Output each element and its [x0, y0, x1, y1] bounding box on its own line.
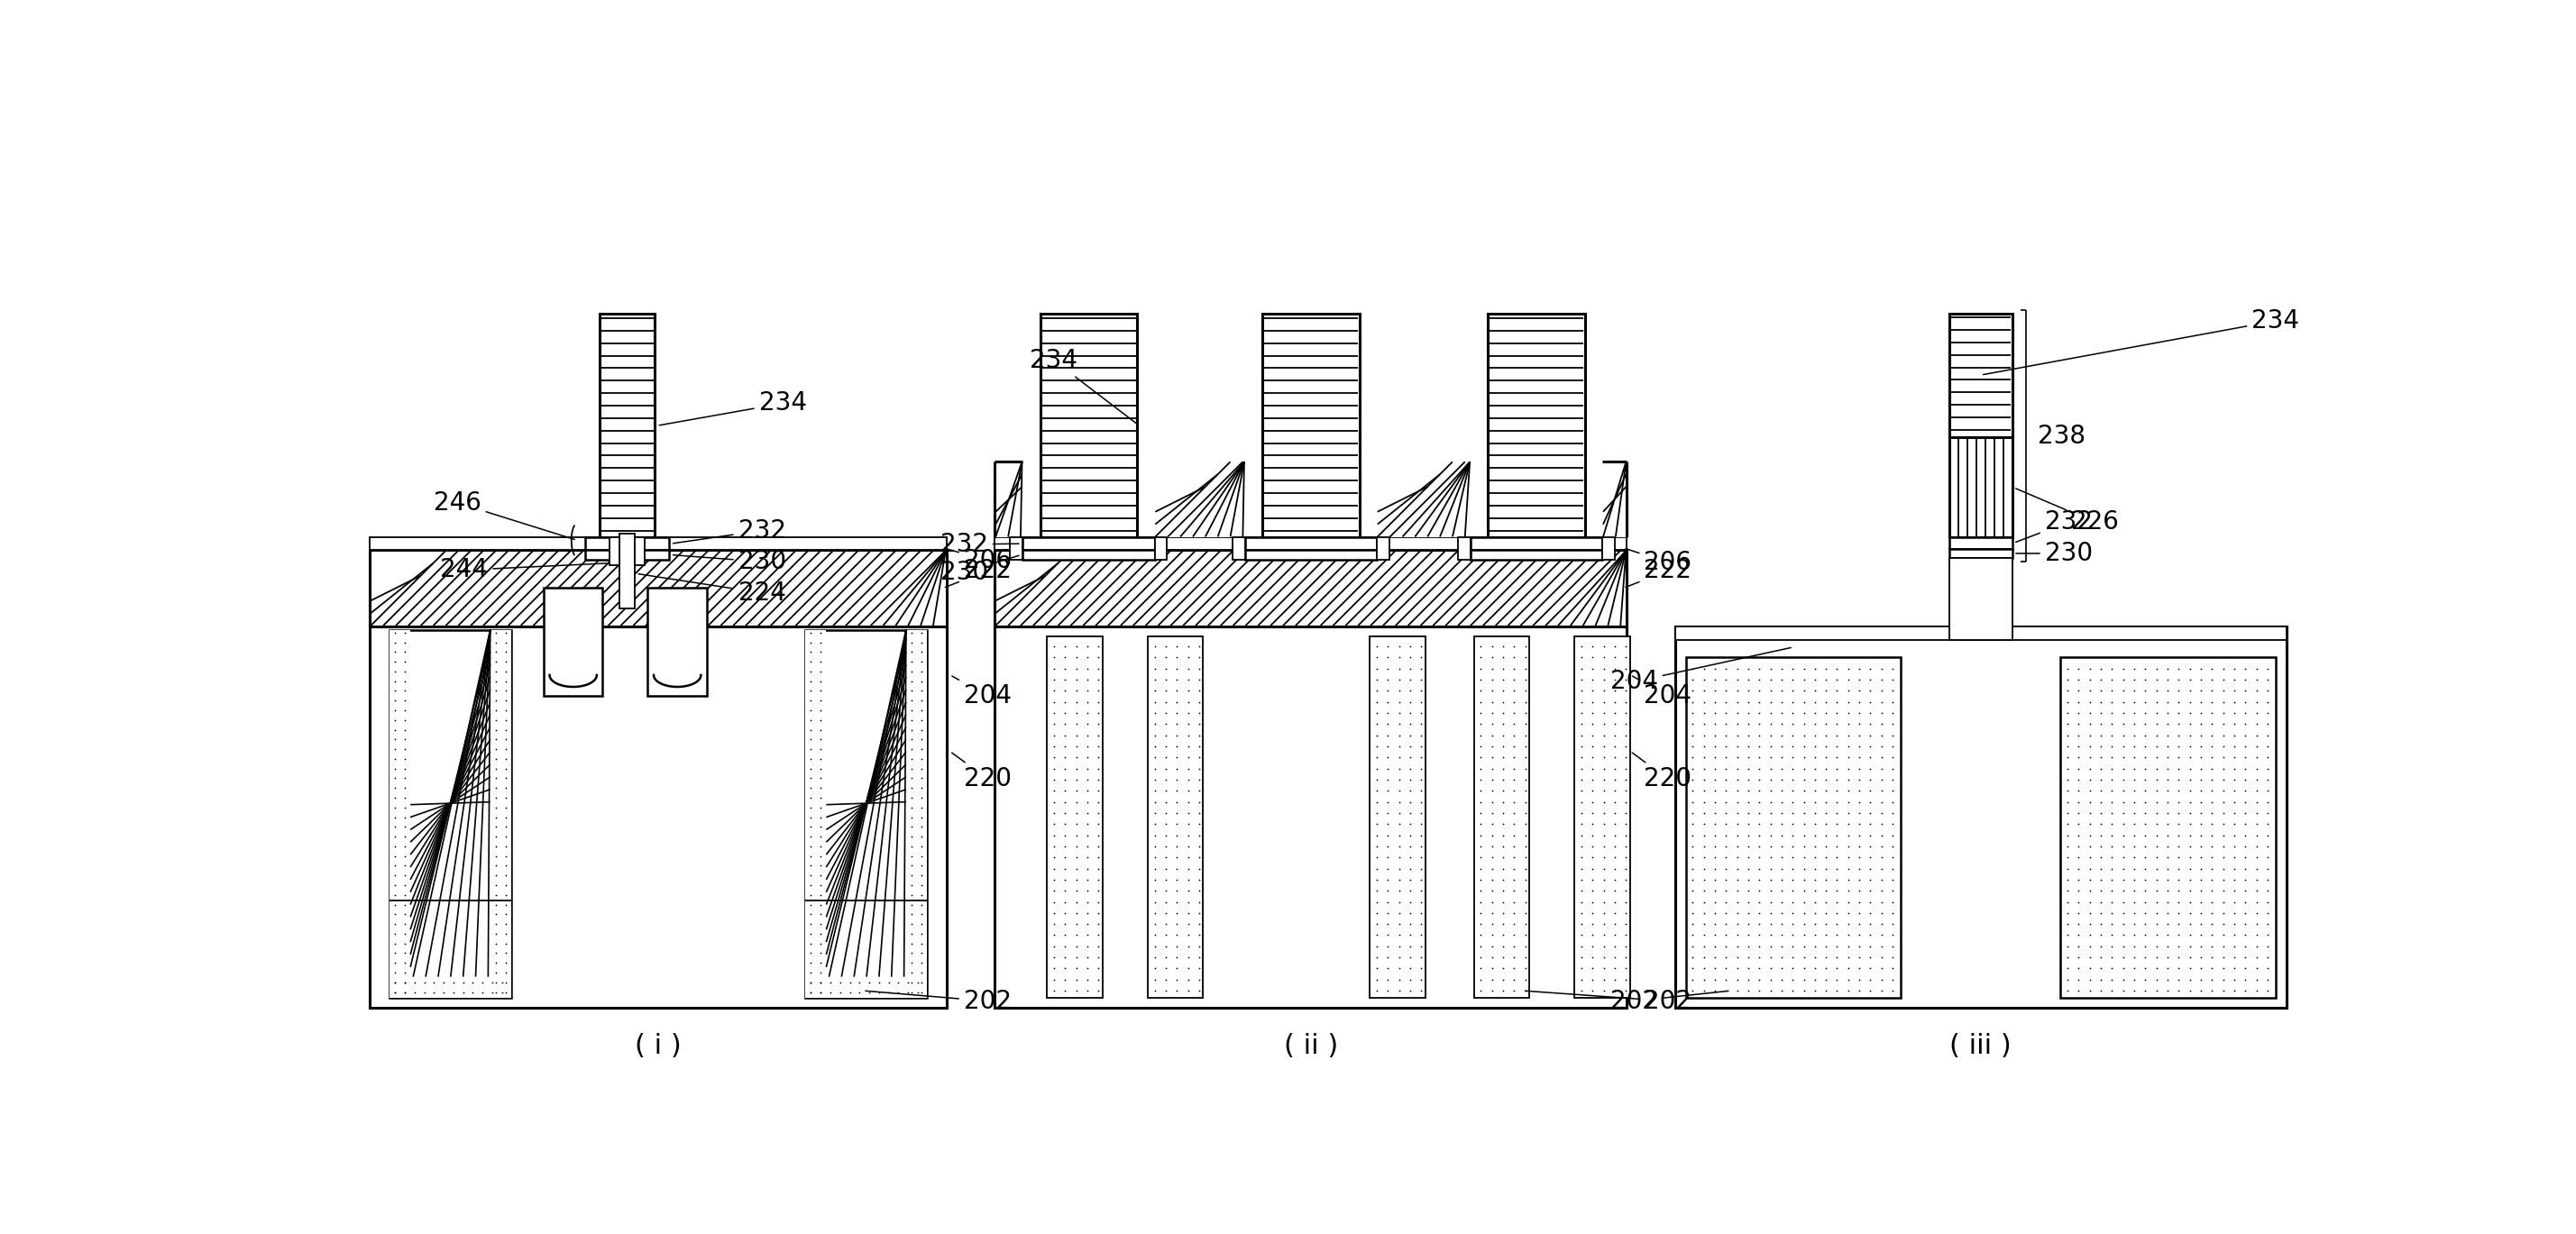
Text: 222: 222 [945, 558, 1012, 587]
Bar [1010, 538, 1023, 560]
Text: 226: 226 [2017, 489, 2117, 534]
Text: 220: 220 [951, 753, 1012, 791]
Bar [1471, 550, 1602, 560]
Bar [1574, 637, 1631, 997]
Bar [1950, 437, 2012, 538]
Text: 238: 238 [2038, 423, 2087, 449]
Bar [1602, 462, 1625, 538]
Text: 230: 230 [672, 549, 786, 574]
Bar [1376, 538, 1388, 560]
Bar [994, 627, 1625, 1008]
Bar [611, 538, 618, 565]
Text: 206: 206 [1625, 549, 1692, 575]
Bar [634, 538, 644, 565]
Text: 224: 224 [639, 574, 786, 606]
Bar [544, 589, 603, 696]
Bar [1262, 313, 1360, 538]
Bar [994, 538, 1625, 550]
Bar [389, 977, 510, 997]
Bar [585, 538, 670, 550]
Text: 246: 246 [433, 490, 574, 539]
Text: 232: 232 [940, 532, 1020, 557]
Bar [371, 550, 945, 627]
Bar [1149, 637, 1203, 997]
Bar [1685, 658, 1901, 997]
Bar [1674, 627, 2287, 1008]
Bar [1950, 313, 2012, 437]
Text: 244: 244 [440, 558, 608, 582]
Text: 220: 220 [1633, 753, 1692, 791]
Bar [1023, 550, 1154, 560]
Text: 234: 234 [1984, 308, 2300, 375]
Bar [1231, 538, 1244, 560]
Bar [1458, 538, 1471, 560]
Bar [806, 977, 927, 997]
Text: 234: 234 [1030, 348, 1139, 424]
Bar [1473, 637, 1530, 997]
Bar [994, 550, 1625, 627]
Bar [806, 629, 827, 997]
Bar [1244, 538, 1376, 550]
Text: 230: 230 [940, 555, 1020, 585]
Text: ( ii ): ( ii ) [1283, 1033, 1337, 1059]
Bar [618, 534, 634, 608]
Bar [1023, 538, 1154, 550]
Bar [371, 538, 945, 550]
Text: 206: 206 [945, 548, 1012, 573]
Bar [1602, 538, 1615, 560]
Text: ( iii ): ( iii ) [1950, 1033, 2012, 1059]
Text: 204: 204 [953, 676, 1012, 708]
Bar [1489, 313, 1584, 538]
Bar [1471, 538, 1602, 550]
Bar [489, 629, 510, 997]
Text: 202: 202 [1525, 988, 1692, 1013]
Text: 202: 202 [1610, 988, 1728, 1013]
Text: 202: 202 [866, 988, 1012, 1013]
Bar [1950, 558, 2012, 640]
Bar [1950, 549, 2012, 558]
Text: 222: 222 [1625, 558, 1692, 587]
Bar [1950, 538, 2012, 549]
Bar [994, 462, 1023, 538]
Bar [1370, 637, 1425, 997]
Bar [806, 629, 927, 997]
Bar [1154, 462, 1244, 538]
Text: 234: 234 [659, 391, 806, 426]
Bar [1041, 313, 1136, 538]
Bar [389, 629, 410, 997]
Text: 204: 204 [1633, 676, 1692, 708]
Bar [907, 629, 927, 997]
Text: 232: 232 [672, 518, 786, 543]
Bar [389, 629, 510, 997]
Bar [1674, 627, 2287, 640]
Bar [1244, 550, 1376, 560]
Text: 232: 232 [2017, 510, 2092, 542]
Bar [1376, 462, 1471, 538]
Text: 204: 204 [1610, 648, 1790, 695]
Bar [1046, 637, 1103, 997]
Bar [585, 550, 670, 560]
Bar [371, 627, 945, 1008]
Text: ( i ): ( i ) [634, 1033, 683, 1059]
Bar [2061, 658, 2275, 997]
Bar [647, 589, 706, 696]
Bar [1154, 538, 1167, 560]
Text: 230: 230 [2017, 540, 2092, 566]
Bar [600, 313, 654, 538]
